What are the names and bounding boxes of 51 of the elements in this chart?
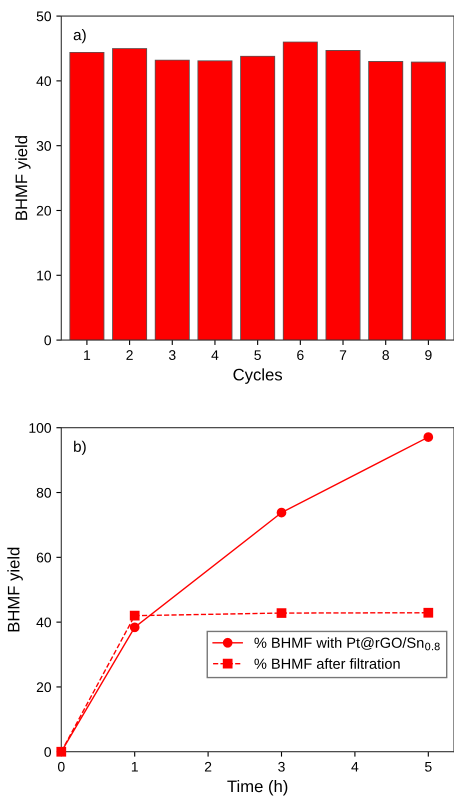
x-tick-label: 4: [211, 350, 218, 360]
x-tick-label: 1: [132, 762, 138, 772]
bar: [410, 62, 446, 340]
x-tick-label: 5: [254, 350, 261, 360]
x-tick-label: 7: [340, 350, 346, 360]
y-tick-label: 20: [36, 682, 52, 692]
point: [276, 508, 286, 518]
x-tick-label: 2: [126, 350, 133, 360]
y-axis-title: BHMF yield: [15, 136, 31, 220]
annotation: a): [74, 29, 86, 44]
point: [130, 622, 140, 632]
y-tick-label: 20: [36, 206, 52, 216]
bar: [197, 60, 232, 340]
x-tick-label: 4: [351, 762, 358, 772]
bar: [154, 60, 190, 340]
point: [423, 608, 434, 618]
y-tick-label: 100: [29, 423, 52, 433]
x-tick-label: 2: [204, 762, 212, 772]
point: [276, 608, 286, 618]
bar: [240, 56, 276, 340]
y-tick-label: 30: [36, 141, 52, 151]
annotation: b): [74, 440, 86, 455]
legend-label: % BHMF after filtration: [254, 658, 400, 669]
y-tick-label: 0: [44, 747, 52, 757]
point: [130, 610, 140, 621]
y-tick-label: 50: [36, 11, 52, 22]
y-tick-label: 40: [36, 76, 52, 86]
y-tick-label: 0: [44, 335, 52, 346]
x-tick-label: 3: [278, 762, 285, 772]
y-axis-title: BHMF yield: [7, 548, 23, 632]
bar: [368, 61, 404, 340]
point: [56, 746, 66, 757]
y-tick-label: 80: [36, 488, 52, 498]
x-tick-label: 9: [425, 350, 432, 360]
x-axis-title: Time (h): [227, 780, 288, 796]
legend-label: % BHMF with Pt@rGO/Sn$_{0.8}$: [254, 637, 440, 650]
y-tick-label: 40: [36, 617, 52, 628]
bar: [69, 52, 104, 340]
bar: [326, 50, 361, 340]
bar: [112, 48, 148, 340]
x-tick-label: 6: [297, 350, 304, 360]
x-tick-label: 5: [425, 762, 432, 772]
x-tick-label: 8: [382, 350, 389, 360]
x-tick-label: 1: [84, 350, 90, 360]
y-tick-label: 10: [37, 270, 52, 280]
x-tick-label: 3: [168, 350, 176, 360]
x-tick-label: 0: [58, 762, 65, 772]
bar: [282, 42, 318, 340]
x-axis-title: Cycles: [233, 368, 282, 384]
point: [423, 432, 434, 442]
y-tick-label: 60: [36, 552, 52, 562]
